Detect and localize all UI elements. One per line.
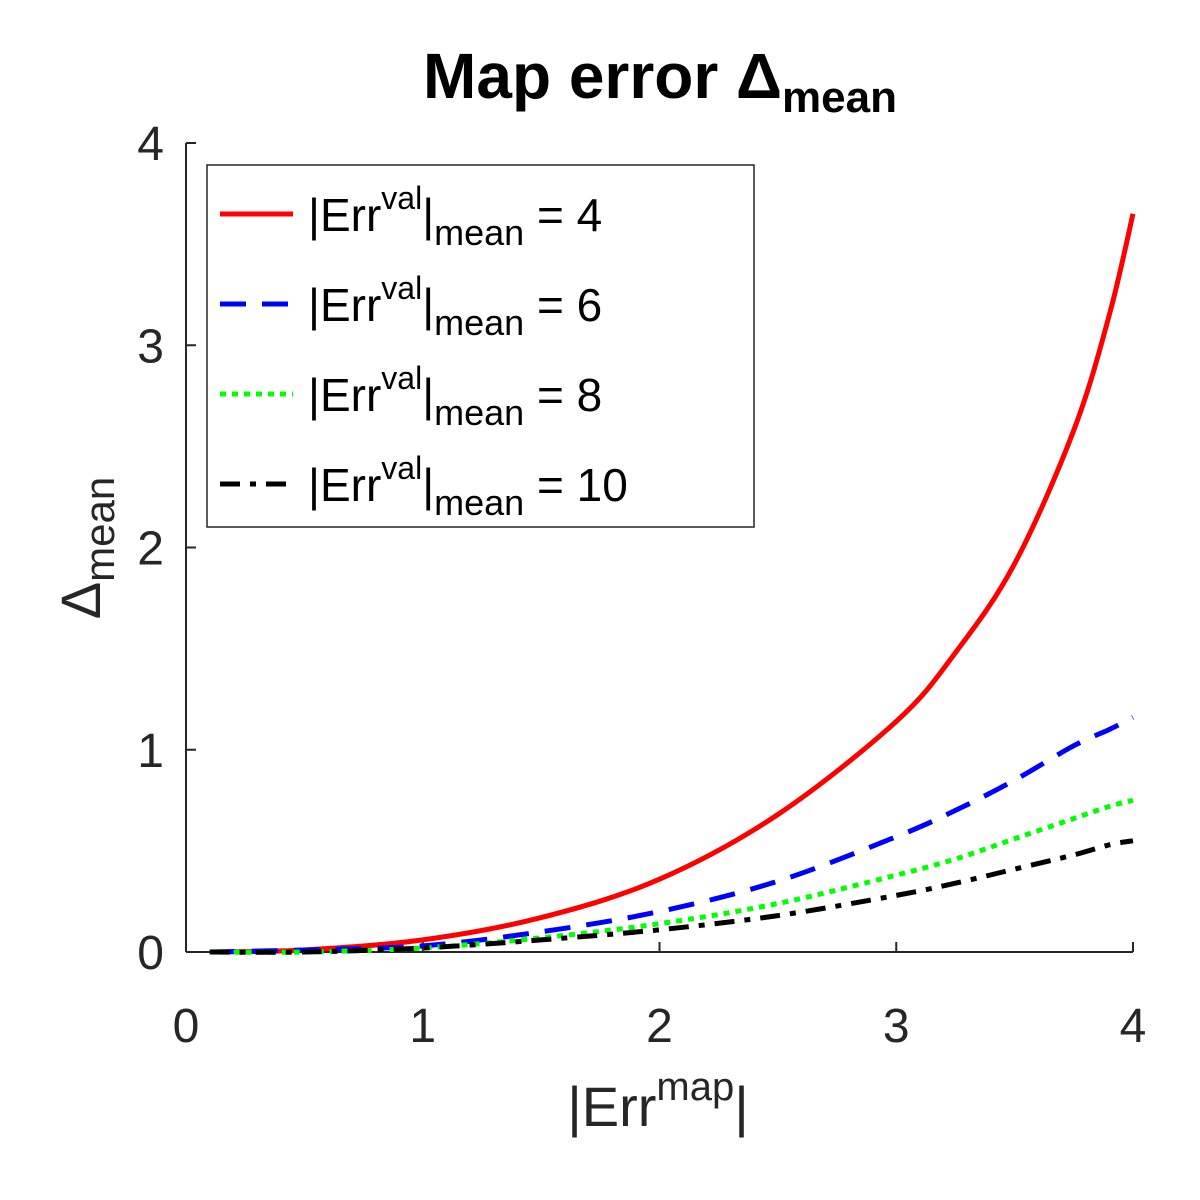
y-tick-label: 4: [137, 118, 164, 171]
legend-item: |Errval|mean = 6: [220, 270, 602, 343]
y-tick-label: 2: [137, 523, 164, 576]
x-axis-label: |Errmap|: [567, 1065, 749, 1138]
legend-item: |Errval|mean = 10: [220, 450, 628, 523]
series-line-2: [209, 715, 1135, 955]
y-tick-label: 1: [137, 725, 164, 778]
x-tick-label: 4: [1120, 1000, 1147, 1053]
legend-label: |Errval|mean = 8: [308, 360, 602, 433]
series-line-3: [209, 797, 1134, 955]
x-tick-label: 0: [173, 1000, 200, 1053]
legend-label: |Errval|mean = 4: [308, 180, 602, 253]
legend-label: |Errval|mean = 10: [308, 450, 628, 523]
legend-item: |Errval|mean = 8: [220, 360, 602, 433]
x-tick-label: 1: [409, 1000, 436, 1053]
y-axis-label: Δmean: [49, 477, 123, 619]
series-line-4: [209, 838, 1134, 955]
legend-label: |Errval|mean = 6: [308, 270, 602, 343]
legend: |Errval|mean = 4 |Errval|mean = 6 |Errval|…: [206, 164, 755, 528]
x-tick-label: 2: [646, 1000, 673, 1053]
legend-box: [206, 164, 755, 528]
ticks: 0 1 2 3 4 0 1 2 3 4: [137, 118, 1146, 1053]
legend-item: |Errval|mean = 4: [220, 180, 602, 253]
series-layer: [209, 213, 1136, 955]
x-tick-label: 3: [883, 1000, 910, 1053]
y-tick-label: 0: [137, 927, 164, 980]
series-line-1: [209, 213, 1136, 955]
y-tick-label: 3: [137, 320, 164, 373]
chart-title: Map error Δmean: [423, 40, 897, 122]
